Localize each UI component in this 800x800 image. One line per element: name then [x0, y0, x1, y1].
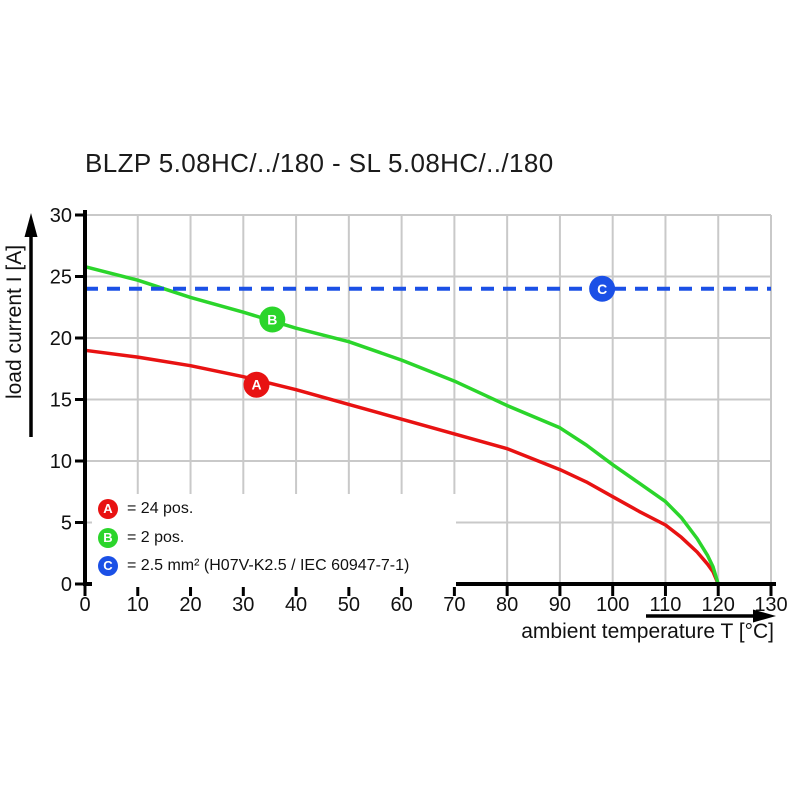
- y-axis-arrowhead-icon: [24, 213, 38, 237]
- marker-B-icon: [259, 306, 286, 333]
- x-tick-label: 40: [285, 594, 307, 616]
- marker-C-letter: C: [597, 281, 607, 297]
- x-tick-label: 70: [443, 594, 465, 616]
- legend-item-C: C = 2.5 mm² (H07V-K2.5 / IEC 60947-7-1): [98, 556, 456, 576]
- x-axis-label: ambient temperature T [°C]: [521, 620, 774, 643]
- x-tick-label: 90: [549, 594, 571, 616]
- x-tick-label: 100: [596, 594, 629, 616]
- x-tick-label: 30: [232, 594, 254, 616]
- axis-arrows: [24, 213, 776, 623]
- y-tick-label: 15: [50, 390, 72, 412]
- legend-label-a: = 24 pos.: [127, 500, 194, 517]
- chart-title: BLZP 5.08HC/../180 - SL 5.08HC/../180: [85, 148, 554, 178]
- legend-item-B: B = 2 pos.: [98, 527, 456, 548]
- x-tick-label: 20: [179, 594, 201, 616]
- x-tick-label: 110: [650, 594, 682, 616]
- y-tick-label: 5: [61, 513, 72, 535]
- x-tick-labels: 0 10 20 30 40 50 60 70 80 90 100 110 120 130: [79, 594, 787, 616]
- x-tick-label: 80: [496, 594, 518, 616]
- y-tick-label: 10: [50, 451, 72, 473]
- legend-marker-b-icon: B: [98, 527, 118, 548]
- x-tick-label: 50: [338, 594, 360, 616]
- marker-A-letter: A: [251, 377, 261, 393]
- x-tick-label: 0: [79, 594, 90, 616]
- x-tick-label: 10: [127, 594, 149, 616]
- y-tick-label: 30: [50, 205, 72, 227]
- y-tick-label: 20: [50, 328, 72, 350]
- data-curves: [83, 264, 771, 586]
- legend: A = 24 pos. B = 2 pos. C = 2.5 mm² (H07V…: [92, 494, 456, 587]
- legend-item-A: A = 24 pos.: [98, 499, 456, 519]
- curve-B: [83, 264, 720, 586]
- marker-B-letter: B: [267, 312, 277, 328]
- legend-marker-c-icon: C: [98, 556, 118, 576]
- y-tick-label: 25: [50, 267, 72, 289]
- y-tick-label: 0: [61, 574, 72, 596]
- y-tick-labels: 0 5 10 15 20 25 30: [50, 205, 72, 596]
- curve-markers: A B C: [243, 275, 616, 398]
- x-tick-label: 120: [702, 594, 735, 616]
- axis-ticks: [75, 213, 773, 596]
- curve-A: [83, 348, 720, 586]
- x-tick-label: 60: [390, 594, 412, 616]
- x-axis-arrowhead-icon: [753, 609, 776, 623]
- marker-C-icon: [589, 275, 616, 302]
- x-tick-label: 130: [754, 594, 787, 616]
- legend-label-c: = 2.5 mm² (H07V-K2.5 / IEC 60947-7-1): [127, 557, 410, 574]
- legend-marker-a-icon: A: [98, 499, 118, 519]
- legend-label-b: = 2 pos.: [127, 528, 185, 546]
- marker-A-icon: [243, 371, 270, 398]
